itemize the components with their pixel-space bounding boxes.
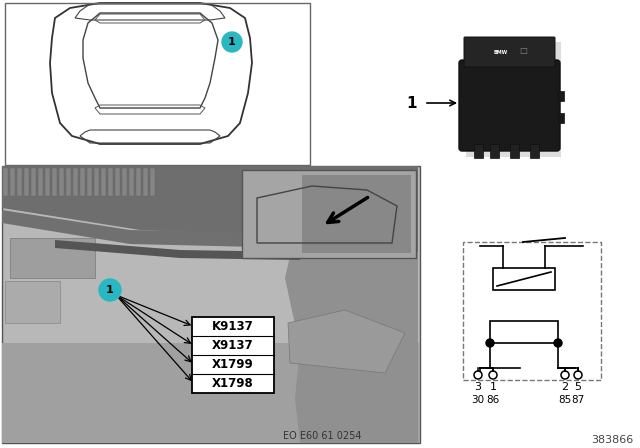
Bar	[129, 168, 134, 196]
Text: 1: 1	[490, 382, 497, 392]
Text: 86: 86	[486, 395, 500, 405]
Bar	[558, 91, 564, 101]
Bar	[10, 168, 15, 196]
Bar	[493, 268, 555, 290]
Bar	[80, 168, 85, 196]
Bar	[31, 168, 36, 196]
Bar	[490, 144, 499, 158]
Bar	[302, 175, 411, 253]
Bar	[122, 168, 127, 196]
Polygon shape	[285, 235, 418, 443]
Bar	[108, 168, 113, 196]
Text: 1: 1	[228, 37, 236, 47]
Bar	[59, 168, 64, 196]
Bar	[136, 168, 141, 196]
Bar	[10, 238, 95, 278]
Bar	[463, 242, 601, 380]
Bar	[115, 168, 120, 196]
Bar	[101, 168, 106, 196]
Bar	[24, 168, 29, 196]
Bar	[192, 317, 274, 393]
Bar	[510, 144, 519, 158]
Bar	[2, 343, 420, 443]
Bar	[466, 42, 561, 157]
Text: 30: 30	[472, 395, 484, 405]
Bar	[3, 168, 8, 196]
Bar	[2, 166, 420, 443]
Circle shape	[222, 32, 242, 52]
Text: 383866: 383866	[591, 435, 633, 445]
Bar	[530, 144, 539, 158]
Text: □: □	[519, 46, 527, 55]
Bar	[66, 168, 71, 196]
Bar	[490, 321, 558, 343]
Bar	[94, 168, 99, 196]
Text: 3: 3	[474, 382, 481, 392]
Text: 5: 5	[575, 382, 582, 392]
Circle shape	[554, 339, 562, 347]
Bar	[474, 144, 483, 158]
Text: BMW: BMW	[494, 49, 508, 55]
Text: X1799: X1799	[212, 358, 254, 371]
Text: 2: 2	[561, 382, 568, 392]
Text: 87: 87	[572, 395, 584, 405]
Bar	[45, 168, 50, 196]
Bar	[143, 168, 148, 196]
Text: X1798: X1798	[212, 377, 254, 390]
Bar	[52, 168, 57, 196]
Bar	[242, 170, 416, 258]
Bar	[5, 281, 60, 323]
Bar	[192, 317, 274, 393]
Polygon shape	[288, 310, 405, 373]
Text: X9137: X9137	[212, 339, 254, 352]
Polygon shape	[2, 210, 418, 252]
Text: 85: 85	[558, 395, 572, 405]
Bar	[5, 3, 310, 165]
Bar	[558, 113, 564, 123]
Text: EO E60 61 0254: EO E60 61 0254	[283, 431, 361, 441]
Bar	[87, 168, 92, 196]
FancyBboxPatch shape	[459, 60, 560, 151]
Circle shape	[486, 339, 494, 347]
Bar	[242, 170, 416, 258]
Polygon shape	[55, 240, 300, 260]
Text: 1: 1	[407, 95, 417, 111]
Text: K9137: K9137	[212, 320, 254, 333]
FancyBboxPatch shape	[464, 37, 555, 67]
Bar	[38, 168, 43, 196]
Bar	[150, 168, 155, 196]
Bar	[73, 168, 78, 196]
Text: 1: 1	[106, 285, 114, 295]
Polygon shape	[2, 166, 418, 243]
Bar	[17, 168, 22, 196]
Circle shape	[99, 279, 121, 301]
